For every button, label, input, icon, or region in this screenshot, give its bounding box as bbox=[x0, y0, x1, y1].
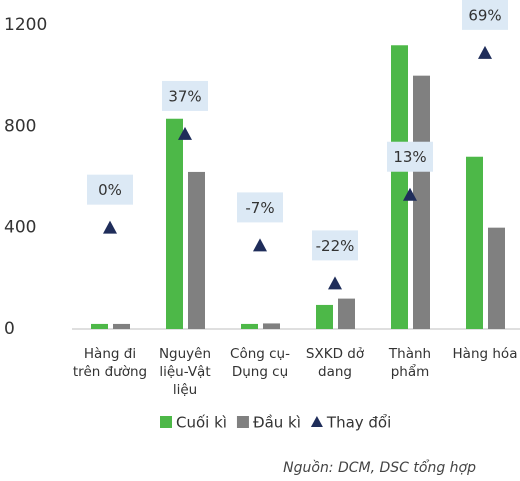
bar bbox=[466, 156, 483, 329]
legend-label: Thay đổi bbox=[326, 414, 391, 432]
x-tick-label: Nguyên liệu-Vật liệu bbox=[158, 346, 212, 398]
y-tick-label: 0 bbox=[4, 319, 15, 339]
label-box bbox=[237, 192, 283, 223]
legend-label: Đầu kì bbox=[253, 414, 301, 432]
y-tick-label: 1200 bbox=[4, 15, 47, 35]
marker bbox=[403, 187, 417, 201]
marker bbox=[253, 238, 267, 252]
bar bbox=[338, 298, 355, 329]
x-tick-label: Hàng đi trên đường bbox=[72, 346, 148, 380]
x-tick-label: Thành phẩm bbox=[388, 346, 432, 380]
legend-swatch bbox=[310, 416, 323, 427]
bar bbox=[113, 323, 130, 329]
x-tick-label: SXKD dở dang bbox=[305, 346, 365, 380]
x-tick-label: Công cụ-Dụng cụ bbox=[230, 346, 290, 380]
label-box bbox=[387, 141, 433, 172]
y-tick-label: 400 bbox=[4, 218, 36, 238]
label-box bbox=[312, 230, 358, 261]
data-label: 37% bbox=[168, 87, 201, 105]
label-box bbox=[462, 0, 508, 30]
bar bbox=[316, 304, 333, 329]
bar bbox=[166, 118, 183, 329]
bar bbox=[391, 45, 408, 330]
legend-label: Cuối kì bbox=[176, 414, 227, 432]
legend-swatch bbox=[160, 416, 172, 428]
data-label: 0% bbox=[98, 181, 122, 199]
label-box bbox=[162, 80, 208, 111]
source: Nguồn: DCM, DSC tổng hợp bbox=[283, 460, 476, 476]
marker bbox=[328, 276, 342, 290]
marker bbox=[178, 126, 192, 140]
data-label: -7% bbox=[245, 199, 274, 217]
legend-swatch bbox=[236, 416, 249, 428]
bar bbox=[188, 171, 205, 329]
bar bbox=[241, 323, 258, 329]
bar bbox=[413, 75, 430, 330]
data-label: 69% bbox=[468, 6, 501, 24]
x-tick-label: Hàng hóa bbox=[452, 346, 518, 362]
marker bbox=[478, 45, 492, 59]
bar bbox=[91, 323, 108, 329]
marker bbox=[103, 220, 117, 234]
label-box bbox=[87, 174, 133, 205]
data-label: -22% bbox=[316, 237, 355, 255]
y-tick-label: 800 bbox=[4, 116, 36, 136]
bar bbox=[488, 227, 505, 329]
data-label: 13% bbox=[393, 148, 426, 166]
bar bbox=[263, 323, 280, 329]
